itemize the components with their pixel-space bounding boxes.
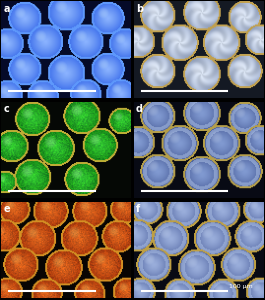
Text: a: a <box>3 4 10 14</box>
Text: 100 μm: 100 μm <box>229 284 253 289</box>
Text: e: e <box>3 204 10 214</box>
Text: d: d <box>136 104 143 114</box>
Text: b: b <box>136 4 143 14</box>
Text: c: c <box>3 104 9 114</box>
Text: f: f <box>136 204 140 214</box>
